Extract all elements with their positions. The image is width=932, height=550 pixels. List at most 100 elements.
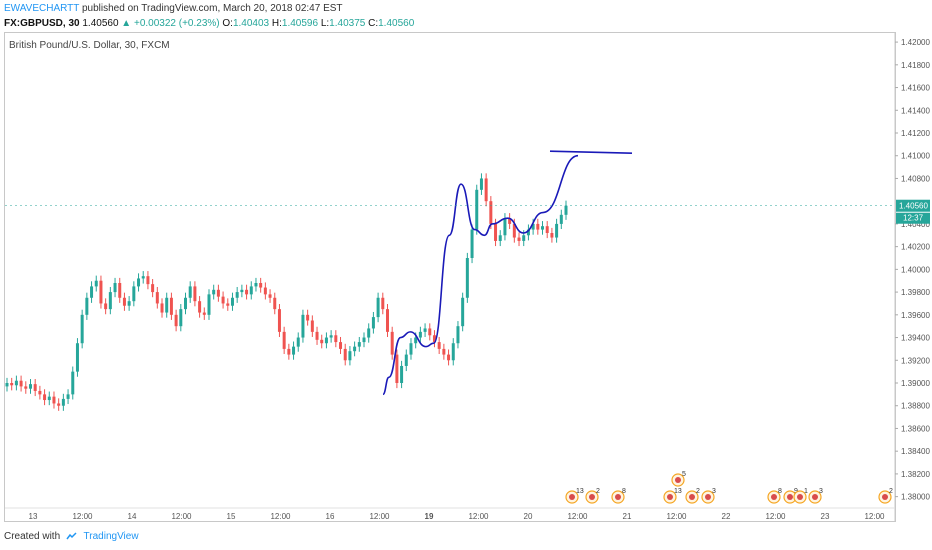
candle-body [14, 380, 18, 386]
candle-body [371, 317, 375, 329]
close-label: C: [368, 18, 379, 29]
event-count-label: 2 [889, 488, 893, 495]
candle-body [268, 294, 272, 298]
event-count-label: 9 [794, 488, 798, 495]
x-tick-label: 12:00 [171, 512, 192, 521]
candle-body [296, 337, 300, 347]
low-label: L: [320, 18, 330, 29]
candle-body [357, 342, 361, 347]
candle-body [10, 383, 14, 386]
candle-body [522, 235, 526, 241]
candle-body [301, 314, 305, 338]
high-label: H: [271, 18, 282, 29]
candle-body [75, 343, 79, 372]
x-tick-label: 20 [524, 512, 533, 521]
candle-body [559, 214, 563, 224]
candle-body [249, 286, 253, 295]
event-flag-dot [689, 494, 695, 500]
candle-body [155, 292, 159, 304]
candle-body [541, 226, 545, 230]
candle-body [517, 237, 521, 241]
candle-body [536, 223, 540, 230]
candle-body [526, 229, 530, 236]
candle-body [38, 390, 42, 395]
event-flag-dot [882, 494, 888, 500]
candle-body [160, 303, 164, 313]
candle-body [484, 178, 488, 202]
candle-body [207, 294, 211, 315]
chart-title: British Pound/U.S. Dollar, 30, FXCM [9, 40, 170, 51]
event-count-label: 13 [576, 488, 584, 495]
y-tick-label: 1.40000 [901, 265, 930, 274]
tradingview-logo-icon [66, 532, 77, 540]
candle-body [19, 380, 23, 387]
candle-body [320, 339, 324, 344]
x-tick-label: 21 [623, 512, 632, 521]
candle-body [324, 337, 328, 344]
candle-body [550, 233, 554, 238]
y-tick-label: 1.39200 [901, 356, 930, 365]
low-value: 1.40375 [329, 18, 366, 29]
candle-body [151, 284, 155, 293]
candle-body [494, 223, 498, 241]
candle-body [165, 297, 169, 313]
x-tick-label: 19 [425, 512, 434, 521]
candle-body [409, 343, 413, 355]
event-count-label: 8 [778, 488, 782, 495]
candle-body [24, 386, 28, 389]
candle-body [5, 383, 9, 387]
event-count-label: 1 [804, 488, 808, 495]
candle-body [475, 189, 479, 230]
candle-body [423, 328, 427, 332]
tradingview-brand[interactable]: TradingView [83, 531, 139, 542]
candle-body [90, 286, 94, 298]
last-price-label: 1.40560 [899, 202, 928, 211]
candle-body [188, 286, 192, 298]
candle-body [465, 258, 469, 298]
candle-body [470, 229, 474, 258]
candle-body [273, 297, 277, 310]
event-count-label: 3 [819, 488, 823, 495]
author-link[interactable]: EWAVECHARTT [4, 3, 80, 14]
candle-body [555, 223, 559, 238]
last-price: 1.40560 [82, 18, 119, 29]
candle-body [146, 276, 150, 285]
symbol-label: FX:GBPUSD, 30 [4, 18, 80, 29]
candle-body [43, 394, 47, 401]
open-label: O: [222, 18, 233, 29]
published-text: published on TradingView.com, March 20, … [81, 3, 343, 14]
candle-body [498, 235, 502, 241]
candle-body [432, 335, 436, 343]
publish-info: EWAVECHARTT published on TradingView.com… [4, 3, 343, 14]
x-tick-label: 12:00 [567, 512, 588, 521]
y-tick-label: 1.41200 [901, 129, 930, 138]
candle-body [282, 331, 286, 349]
candle-body [47, 396, 51, 401]
candle-body [94, 280, 98, 287]
created-with-text: Created with [4, 531, 61, 542]
candle-body [198, 301, 202, 313]
event-flag-dot [675, 477, 681, 483]
candle-body [414, 337, 418, 344]
candle-body [245, 289, 249, 295]
candle-body [503, 218, 507, 236]
y-tick-label: 1.38800 [901, 402, 930, 411]
candle-body [306, 314, 310, 321]
candle-body [193, 286, 197, 302]
x-tick-label: 12:00 [468, 512, 489, 521]
candle-body [61, 398, 65, 406]
candle-body [66, 394, 70, 399]
event-count-label: 2 [696, 488, 700, 495]
x-tick-label: 12:00 [864, 512, 885, 521]
event-flag-dot [787, 494, 793, 500]
candle-body [348, 351, 352, 361]
candle-body [254, 283, 258, 287]
candle-body [461, 297, 465, 327]
candle-body [202, 312, 206, 315]
y-tick-label: 1.38000 [901, 493, 930, 502]
candle-body [329, 335, 333, 338]
target-horizontal-line [549, 150, 633, 154]
candle-body [362, 337, 366, 343]
event-count-label: 8 [622, 488, 626, 495]
